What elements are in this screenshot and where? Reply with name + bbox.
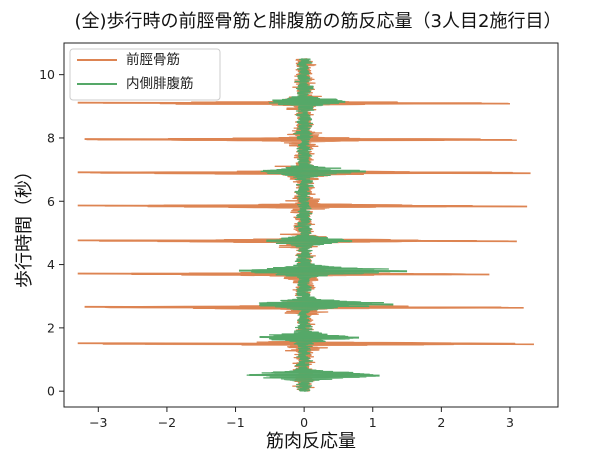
gastrocnemius-burst — [259, 336, 360, 339]
x-tick-label: −3 — [89, 415, 107, 430]
gastrocnemius-burst — [266, 239, 353, 243]
x-tick-label: 3 — [506, 415, 514, 430]
legend-box — [69, 48, 221, 101]
x-tick-label: 0 — [300, 415, 308, 430]
y-tick-label: 6 — [47, 194, 55, 209]
legend-label-gastrocnemius: 内側腓腹筋 — [126, 75, 194, 92]
x-axis-title: 筋肉反応量 — [266, 431, 356, 452]
y-tick-label: 10 — [39, 67, 55, 82]
y-tick-label: 2 — [47, 320, 55, 335]
gastrocnemius-burst — [259, 302, 394, 306]
y-axis: 0 2 4 6 8 10 — [39, 67, 64, 399]
y-tick-label: 8 — [47, 130, 55, 145]
plot-frame — [63, 42, 559, 408]
legend-label-tibialis: 前脛骨筋 — [126, 51, 180, 68]
x-tick-label: 2 — [437, 415, 445, 430]
legend: 前脛骨筋 内側腓腹筋 — [69, 48, 221, 101]
x-axis: −3 −2 −1 0 1 2 3 — [89, 407, 514, 430]
gastrocnemius-burst — [238, 269, 408, 273]
plot-area — [77, 58, 534, 392]
gastrocnemius-burst — [273, 100, 346, 103]
gastrocnemius-burst — [262, 169, 366, 173]
x-tick-label: −1 — [226, 415, 244, 430]
chart-title: (全)歩行時の前脛骨筋と腓腹筋の筋反応量（3人目2施行目） — [75, 11, 562, 32]
y-axis-title: 歩行時間（秒） — [14, 162, 35, 288]
y-tick-label: 4 — [47, 257, 55, 272]
gastrocnemius-burst — [249, 374, 380, 377]
x-tick-label: −2 — [158, 415, 176, 430]
series-line-gastrocnemius — [246, 58, 400, 392]
y-tick-label: 0 — [47, 384, 55, 399]
x-tick-label: 1 — [369, 415, 377, 430]
